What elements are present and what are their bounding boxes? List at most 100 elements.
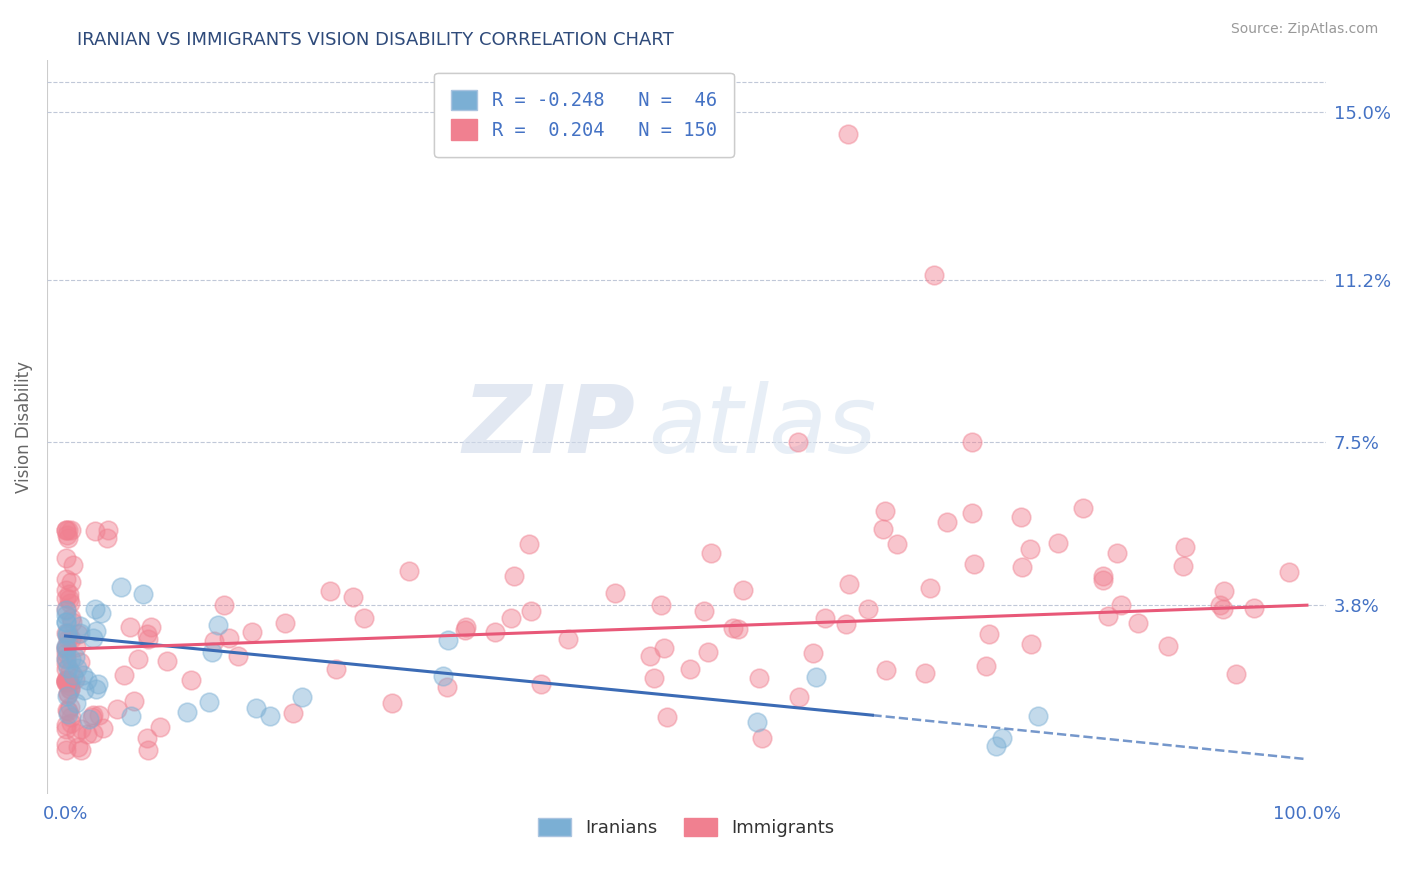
Point [787, 435, 810, 450]
Point [72, 667, 94, 681]
Point [56, 626, 79, 640]
Point [55, 673, 77, 687]
Point [55, 641, 77, 656]
Point [748, 671, 770, 685]
Point [156, 655, 179, 669]
Point [55, 646, 77, 660]
Point [353, 611, 375, 625]
Point [55, 640, 77, 654]
Point [517, 537, 540, 551]
Point [436, 632, 458, 647]
Point [139, 620, 162, 634]
Point [484, 625, 506, 640]
Point [65, 726, 87, 740]
Point [212, 598, 235, 612]
Point [1213, 584, 1236, 599]
Point [721, 621, 744, 635]
Point [747, 714, 769, 729]
Point [59, 674, 82, 689]
Point [65, 672, 87, 686]
Point [69, 722, 91, 736]
Point [60, 709, 83, 723]
Point [56, 625, 79, 640]
Point [56, 531, 79, 545]
Point [59, 611, 82, 625]
Point [325, 662, 347, 676]
Point [96, 531, 118, 545]
Point [60, 575, 83, 590]
Point [502, 568, 524, 582]
Point [82, 726, 104, 740]
Point [55, 603, 77, 617]
Text: IRANIAN VS IMMIGRANTS VISION DISABILITY CORRELATION CHART: IRANIAN VS IMMIGRANTS VISION DISABILITY … [77, 31, 673, 49]
Point [82, 631, 104, 645]
Point [110, 580, 132, 594]
Point [56, 690, 79, 704]
Point [657, 710, 679, 724]
Point [65, 696, 87, 710]
Point [1092, 574, 1115, 588]
Point [202, 633, 225, 648]
Point [65, 661, 87, 675]
Point [84, 524, 107, 539]
Point [56, 704, 79, 718]
Point [120, 709, 142, 723]
Point [56, 674, 79, 689]
Point [432, 669, 454, 683]
Point [55, 602, 77, 616]
Point [291, 690, 314, 705]
Point [281, 706, 304, 720]
Point [1073, 501, 1095, 516]
Point [991, 731, 1014, 745]
Point [136, 731, 159, 745]
Point [977, 626, 1000, 640]
Y-axis label: Vision Disability: Vision Disability [15, 361, 32, 493]
Point [56, 686, 79, 700]
Point [55, 656, 77, 670]
Point [1019, 637, 1042, 651]
Point [963, 557, 986, 571]
Point [58, 661, 80, 675]
Point [55, 524, 77, 538]
Point [76, 673, 98, 687]
Point [1097, 609, 1119, 624]
Point [1157, 640, 1180, 654]
Point [72, 682, 94, 697]
Point [1046, 536, 1069, 550]
Point [76, 727, 98, 741]
Point [55, 675, 77, 690]
Point [856, 602, 879, 616]
Point [55, 662, 77, 676]
Point [66, 626, 89, 640]
Point [56, 703, 79, 717]
Text: atlas: atlas [648, 382, 876, 473]
Point [697, 645, 720, 659]
Point [65, 640, 87, 655]
Point [120, 620, 142, 634]
Point [55, 607, 77, 622]
Point [77, 712, 100, 726]
Point [60, 524, 83, 538]
Point [530, 677, 553, 691]
Point [176, 705, 198, 719]
Point [58, 587, 80, 601]
Point [838, 577, 860, 591]
Point [97, 524, 120, 538]
Point [693, 604, 716, 618]
Point [69, 655, 91, 669]
Point [1019, 542, 1042, 557]
Point [381, 696, 404, 710]
Point [84, 681, 107, 696]
Point [914, 665, 936, 680]
Point [319, 584, 342, 599]
Point [60, 632, 83, 646]
Point [1243, 601, 1265, 615]
Point [59, 715, 82, 730]
Point [136, 632, 159, 646]
Point [55, 615, 77, 629]
Point [751, 731, 773, 746]
Point [55, 591, 77, 605]
Point [557, 632, 579, 646]
Point [643, 671, 665, 685]
Point [679, 662, 702, 676]
